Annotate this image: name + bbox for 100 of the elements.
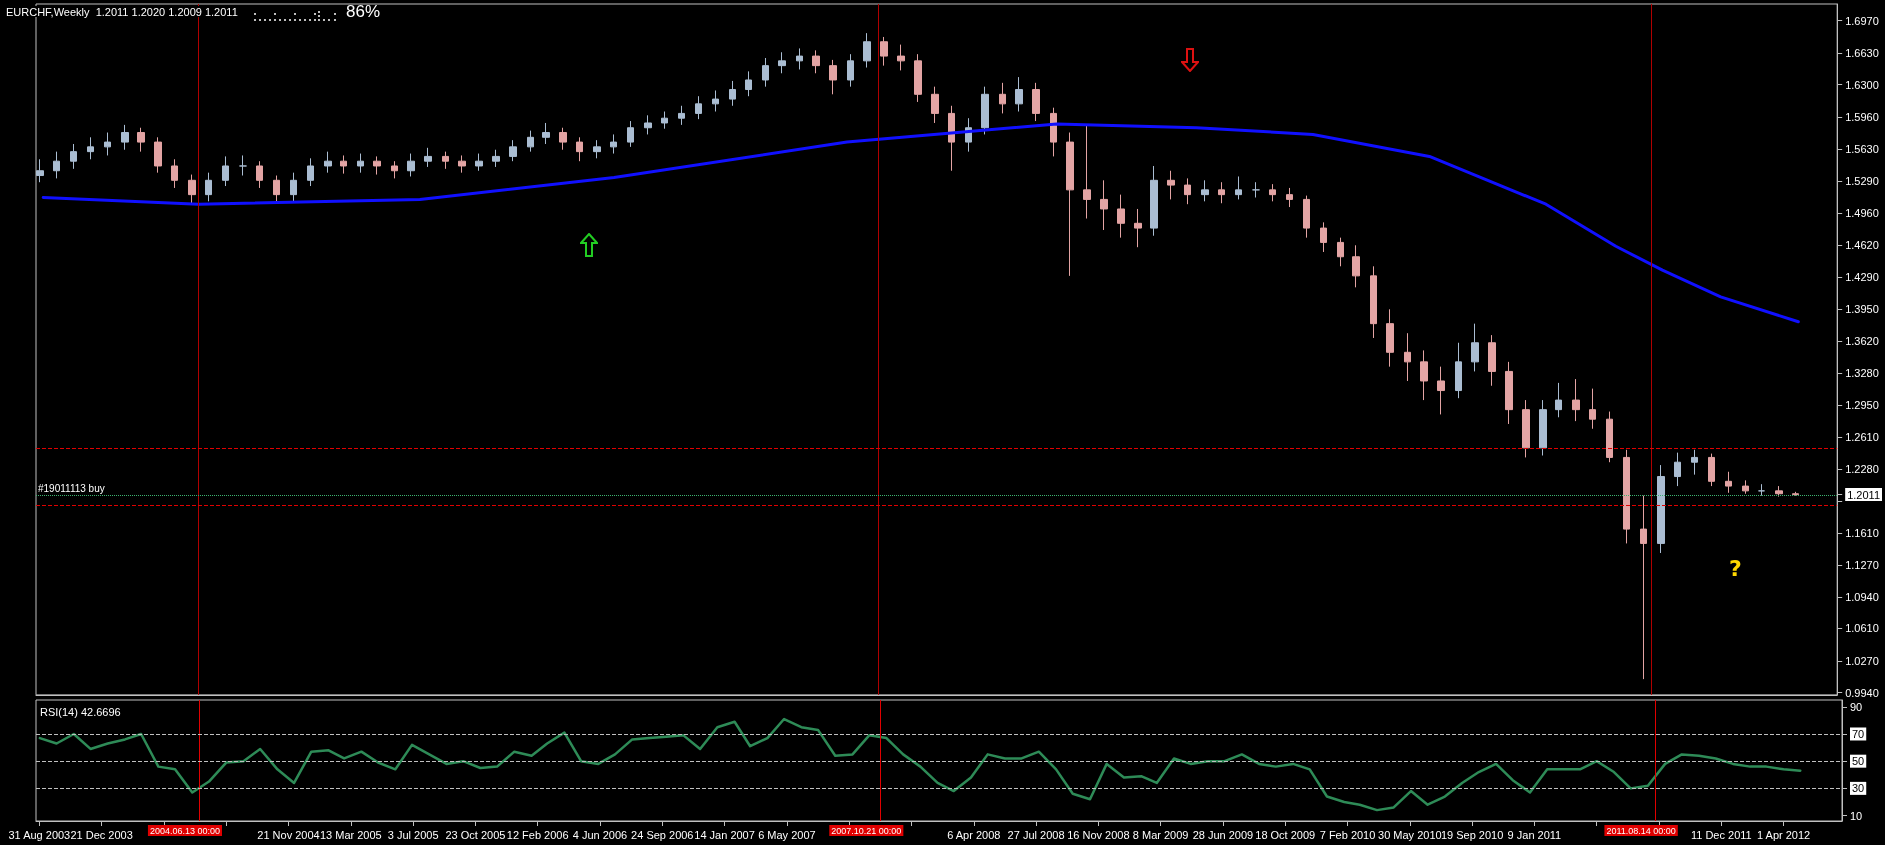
candlestick	[610, 133, 617, 155]
y-tick-label: 30	[1852, 782, 1865, 795]
candlestick	[1303, 195, 1310, 239]
x-tick-label: 13 Mar 2005	[319, 828, 382, 841]
candlestick	[324, 151, 332, 174]
candlestick	[1589, 388, 1596, 430]
ref-line-label: #19011113 buy	[38, 483, 105, 495]
y-tick-label: 10	[1850, 809, 1863, 822]
y-tick-label: 1.4960	[1845, 206, 1879, 219]
ref-line-label: 2004.06.13 00:00	[149, 825, 221, 836]
candlestick	[1455, 342, 1462, 399]
candlestick	[576, 136, 583, 162]
candlestick	[273, 175, 280, 204]
y-tick-label: 1.5290	[1845, 175, 1879, 188]
y-tick-label: 1.4620	[1845, 239, 1879, 252]
y-tick-label: 1.3620	[1845, 334, 1879, 347]
candlestick	[1286, 187, 1293, 208]
x-tick-label: 6 Apr 2008	[947, 828, 1001, 841]
y-tick-label: 1.2011	[1847, 488, 1880, 501]
candlestick	[1522, 399, 1530, 458]
candlestick	[1404, 332, 1411, 382]
x-tick-label: 28 Jun 2009	[1192, 828, 1254, 841]
candlestick	[812, 49, 820, 74]
ref-line-label: 2011.08.14 00:00	[1606, 825, 1676, 836]
candlestick	[762, 57, 769, 88]
candlestick	[171, 158, 178, 189]
candlestick	[1505, 361, 1513, 425]
y-tick-label: 1.1610	[1845, 526, 1879, 539]
candlestick	[205, 172, 212, 202]
annotation: ?	[1729, 555, 1742, 581]
y-tick-label: 1.2280	[1845, 462, 1879, 475]
candlestick	[1488, 334, 1496, 387]
candlestick	[1539, 399, 1547, 457]
candlestick	[1252, 181, 1260, 199]
y-tick-label: 1.6300	[1845, 78, 1879, 91]
candlestick	[137, 127, 145, 153]
x-tick-label: 12 Feb 2006	[506, 828, 569, 841]
x-tick-label: 30 May 2010	[1378, 828, 1442, 841]
candlestick	[1150, 165, 1158, 237]
candlestick	[999, 82, 1006, 114]
candlestick	[1674, 452, 1681, 487]
candlestick	[1032, 82, 1040, 122]
y-tick-label: 1.0610	[1845, 622, 1879, 635]
x-tick-label: 4 Jun 2006	[572, 828, 628, 841]
candlestick	[527, 130, 534, 153]
candlestick	[1235, 175, 1242, 200]
candlestick	[87, 136, 94, 160]
candlestick	[745, 70, 752, 97]
candlestick	[1015, 76, 1023, 112]
candlestick	[256, 160, 263, 189]
candlestick	[424, 147, 432, 168]
y-tick-label: 1.4290	[1845, 270, 1879, 283]
candlestick	[1337, 237, 1344, 267]
x-tick-label: 19 Sep 2010	[1440, 828, 1504, 841]
candlestick	[880, 36, 888, 67]
candlestick	[1725, 471, 1732, 494]
candlestick	[1167, 170, 1175, 200]
x-tick-label: 24 Sep 2006	[631, 828, 694, 841]
x-tick-label: 23 Oct 2005	[445, 828, 506, 841]
x-tick-label: 21 Dec 2003	[70, 828, 133, 841]
candlestick	[442, 151, 449, 170]
candlestick	[458, 154, 466, 174]
x-tick-label: 1 Apr 2012	[1756, 828, 1811, 841]
candlestick	[407, 153, 415, 177]
candlestick	[1708, 453, 1715, 487]
chart-title: EURCHF,Weekly 1.2011 1.2020 1.2009 1.2011	[6, 5, 238, 18]
candlestick	[121, 124, 129, 151]
candlestick	[290, 172, 297, 202]
candlestick	[36, 158, 44, 183]
candlestick	[188, 174, 196, 205]
candlestick	[644, 114, 652, 135]
x-tick-label: 18 Oct 2009	[1255, 828, 1316, 841]
candlestick	[1437, 366, 1445, 415]
candlestick	[1606, 411, 1613, 463]
candlestick	[1134, 208, 1142, 248]
candlestick	[948, 105, 955, 172]
candlestick	[1083, 124, 1091, 220]
y-tick-label: 50	[1852, 755, 1865, 768]
candlestick	[509, 139, 517, 162]
candlestick	[593, 139, 601, 159]
x-tick-label: 14 Jan 2007	[694, 828, 755, 841]
y-tick-label: 1.5960	[1845, 111, 1879, 124]
candlestick	[53, 151, 60, 179]
ref-line-label: 2007.10.21 00:00	[831, 825, 902, 836]
y-tick-label: 1.3950	[1845, 303, 1879, 316]
candlestick	[239, 154, 247, 177]
y-tick-label: 1.1270	[1845, 559, 1879, 572]
y-tick-label: 90	[1850, 700, 1863, 713]
candlestick	[897, 44, 905, 71]
candlestick	[712, 89, 719, 112]
candlestick	[1758, 483, 1765, 497]
candlestick	[307, 157, 314, 187]
candlestick	[1320, 221, 1327, 253]
candlestick	[1471, 323, 1479, 372]
candlestick	[559, 127, 567, 151]
candlestick	[1775, 485, 1783, 498]
candlestick	[391, 160, 398, 179]
candlestick	[104, 132, 111, 156]
candlestick	[1100, 179, 1108, 231]
y-tick-label: 1.0940	[1845, 590, 1879, 603]
